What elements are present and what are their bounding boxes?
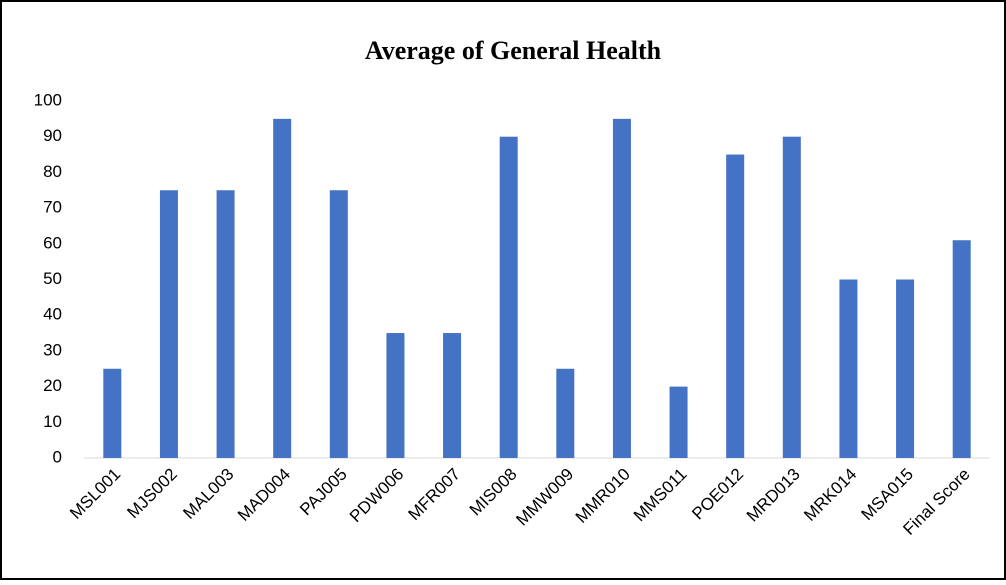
y-tick-label: 50 (43, 269, 62, 288)
y-tick-label: 40 (43, 305, 62, 324)
bar (896, 279, 915, 458)
bar (839, 279, 858, 458)
bar (782, 136, 801, 458)
bar (273, 118, 292, 458)
y-tick-label: 80 (43, 162, 62, 181)
bar (952, 240, 971, 458)
bar (103, 368, 122, 458)
bar (329, 190, 348, 458)
bar (669, 386, 688, 458)
y-tick-label: 30 (43, 340, 62, 359)
bar (556, 368, 575, 458)
y-tick-label: 0 (53, 447, 62, 466)
y-tick-label: 20 (43, 376, 62, 395)
bar (443, 333, 462, 458)
bar (216, 190, 235, 458)
chart-title: Average of General Health (365, 36, 662, 65)
bar (726, 154, 745, 459)
bar (159, 190, 178, 458)
bar (612, 118, 631, 458)
y-tick-label: 90 (43, 126, 62, 145)
y-tick-label: 100 (34, 90, 62, 109)
bar (386, 333, 405, 458)
y-tick-label: 10 (43, 412, 62, 431)
bar (499, 136, 518, 458)
y-tick-label: 70 (43, 198, 62, 217)
y-tick-label: 60 (43, 233, 62, 252)
